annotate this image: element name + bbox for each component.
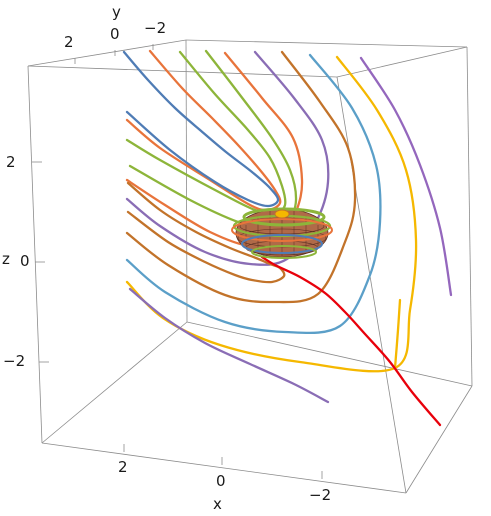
box-edge [27,65,43,444]
z-tick-label: −2 [3,352,25,370]
streamline-red-13 [260,255,442,427]
box-edge [186,321,473,387]
box-edge [41,442,407,494]
box-edge [405,385,473,494]
streamlines [122,49,453,427]
sphere-ring [251,245,317,259]
sphere-ring [242,207,326,227]
y-tick-label: −2 [144,19,166,37]
box-edge [41,321,188,444]
box-edge [185,39,468,48]
box-edge [336,46,468,78]
streamline-steel-9 [122,50,280,208]
z-axis-label: z [2,250,10,268]
box-edge [27,65,338,78]
z-tick-label: 0 [20,252,30,270]
bounding-box [27,39,473,494]
streamline-violet-11 [128,287,330,404]
x-axis-label: x [213,495,222,513]
streamline-yellow-12 [393,298,402,370]
y-axis-label: y [112,3,121,21]
x-tick-label: −2 [309,486,331,504]
sphere-ring [241,234,323,254]
sphere-glyph [231,207,333,259]
x-tick-label: 2 [118,458,128,476]
box-edge [336,76,407,494]
sphere-ring [231,218,333,242]
box-edge [27,39,187,67]
streamline-purple-0 [359,56,453,297]
axis-labels: 2 0 −2 y 2 z 0 −2 2 0 −2 x [2,3,331,513]
y-tick-label: 2 [64,33,74,51]
y-tick-label: 0 [110,25,120,43]
streamline-green-7 [125,50,287,214]
box-edge [466,46,473,387]
streamline-brown-10 [126,181,286,284]
z-tick-label: 2 [6,153,16,171]
streamline-yellow-1 [125,55,418,373]
axis-ticks [32,44,323,479]
x-tick-label: 0 [216,472,226,490]
streamline-brown-3 [125,50,357,304]
streamline-blue-2 [125,53,382,335]
box-edge [185,39,188,323]
streamline-orange-8 [125,49,282,212]
sphere-core [274,209,290,219]
